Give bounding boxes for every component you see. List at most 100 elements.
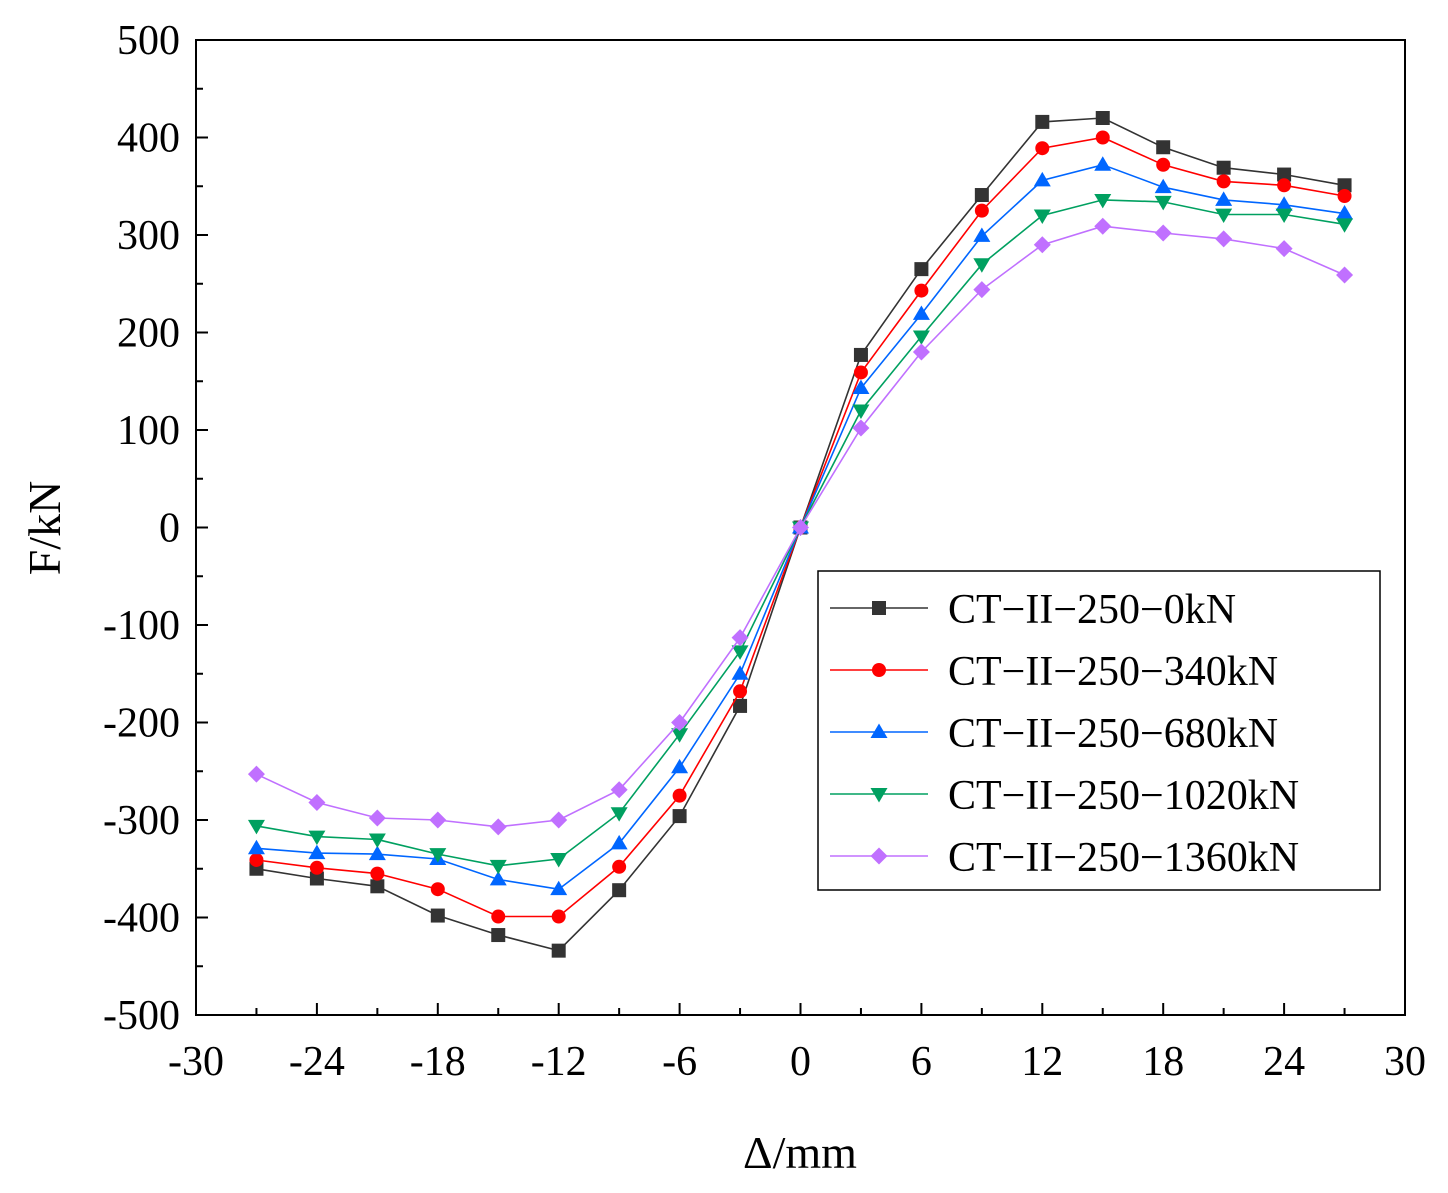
- data-point: [489, 859, 507, 875]
- data-point: [731, 645, 749, 660]
- data-point: [672, 809, 687, 824]
- data-point: [368, 833, 386, 848]
- data-point: [1277, 178, 1292, 193]
- data-point: [973, 227, 991, 242]
- legend-label: CT−II−250−1020kN: [948, 773, 1299, 819]
- legend-marker: [870, 788, 888, 803]
- legend-item: CT−II−250−0kN: [830, 587, 1236, 633]
- data-point: [1215, 230, 1233, 248]
- x-tick-label: -30: [168, 1039, 224, 1085]
- data-point: [914, 283, 929, 298]
- data-point: [671, 728, 689, 743]
- data-point: [733, 698, 748, 713]
- y-tick-label: -400: [103, 896, 180, 942]
- data-point: [792, 519, 809, 536]
- data-point: [610, 834, 628, 850]
- data-point: [1154, 224, 1172, 242]
- data-point: [368, 809, 386, 827]
- data-point: [489, 818, 507, 836]
- y-axis-title: F/kN: [19, 481, 70, 576]
- data-point: [1154, 195, 1172, 211]
- x-tick-label: 24: [1263, 1039, 1305, 1085]
- legend-item: CT−II−250−340kN: [830, 649, 1278, 695]
- data-point: [852, 404, 870, 419]
- data-point: [551, 909, 566, 924]
- data-point: [309, 860, 324, 875]
- data-point: [914, 262, 929, 277]
- data-point: [852, 419, 870, 437]
- legend-marker: [870, 847, 888, 865]
- y-tick-label: 200: [117, 311, 180, 357]
- data-point: [1156, 157, 1171, 172]
- x-tick-label: 30: [1384, 1039, 1426, 1085]
- data-point: [671, 758, 689, 774]
- y-tick-label: -200: [103, 701, 180, 747]
- x-tick-label: 6: [911, 1039, 932, 1085]
- data-point: [1094, 193, 1112, 209]
- data-point: [973, 281, 991, 299]
- legend: CT−II−250−0kN CT−II−250−340kN CT−II−250−68…: [817, 570, 1381, 891]
- y-axis: -500 -400 -300 -200 -100 0 100 200 300 400 500: [103, 18, 208, 1039]
- y-tick-label: 400: [117, 116, 180, 162]
- legend-label: CT−II−250−1360kN: [948, 835, 1299, 881]
- data-point: [853, 365, 868, 380]
- data-point: [1035, 141, 1050, 156]
- data-point: [308, 793, 326, 811]
- legend-label: CT−II−250−680kN: [948, 711, 1278, 757]
- data-point: [1336, 218, 1354, 233]
- legend-marker: [872, 601, 886, 615]
- x-tick-label: 0: [790, 1039, 811, 1085]
- series-layer: [247, 111, 1354, 958]
- data-point: [610, 781, 628, 799]
- data-point: [1033, 209, 1051, 224]
- x-axis: -30 -24 -18 -12 -6 0 6 12 18 24 30: [168, 1003, 1426, 1085]
- data-point: [1336, 266, 1354, 284]
- series-4: [247, 217, 1354, 836]
- x-tick-label: 12: [1021, 1039, 1063, 1085]
- x-tick-label: -24: [289, 1039, 345, 1085]
- data-point: [1275, 196, 1293, 211]
- data-point: [852, 379, 870, 395]
- data-point: [368, 845, 386, 861]
- legend-marker: [872, 663, 886, 677]
- data-point: [370, 879, 385, 894]
- data-point: [1094, 156, 1112, 171]
- legend-marker: [870, 723, 888, 738]
- x-tick-label: -12: [531, 1039, 587, 1085]
- data-point: [430, 908, 445, 923]
- y-tick-label: 100: [117, 408, 180, 454]
- y-tick-label: 0: [159, 506, 180, 552]
- data-point: [853, 347, 868, 362]
- data-point: [1033, 171, 1051, 187]
- data-point: [550, 811, 568, 829]
- data-point: [1156, 140, 1171, 155]
- data-point: [612, 883, 627, 898]
- x-axis-title: Δ/mm: [743, 1127, 857, 1178]
- data-point: [672, 788, 687, 803]
- data-point: [491, 909, 506, 924]
- data-point: [671, 714, 689, 731]
- data-point: [429, 848, 447, 863]
- data-point: [1275, 240, 1293, 258]
- data-point: [733, 684, 748, 699]
- y-tick-label: -500: [103, 993, 180, 1039]
- data-point: [247, 819, 265, 835]
- data-point: [1216, 174, 1231, 189]
- legend-item: CT−II−250−1020kN: [830, 773, 1299, 819]
- x-tick-label: 18: [1142, 1039, 1184, 1085]
- data-point: [974, 203, 989, 218]
- data-point: [912, 343, 930, 361]
- data-point: [1337, 178, 1352, 193]
- data-point: [731, 629, 749, 647]
- legend-label: CT−II−250−0kN: [948, 587, 1236, 633]
- data-point: [1033, 236, 1051, 254]
- data-point: [1095, 130, 1110, 145]
- data-point: [491, 928, 506, 943]
- data-point: [1275, 208, 1293, 224]
- data-point: [912, 330, 930, 345]
- data-point: [309, 871, 324, 886]
- data-point: [1336, 205, 1354, 220]
- y-tick-label: 500: [117, 18, 180, 64]
- data-point: [550, 853, 568, 868]
